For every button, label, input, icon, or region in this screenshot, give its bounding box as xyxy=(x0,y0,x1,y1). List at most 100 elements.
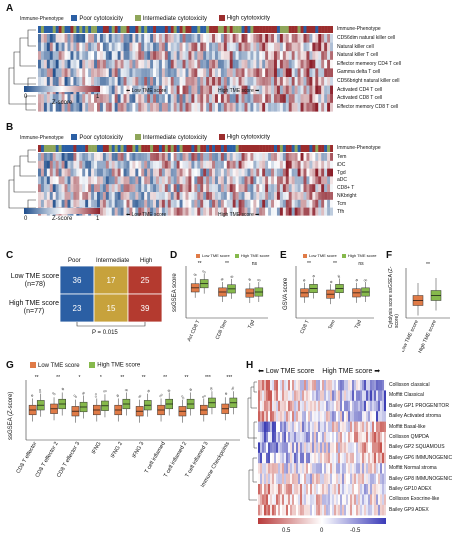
heatmap-cell xyxy=(352,380,355,391)
heatmap-cell xyxy=(327,42,331,52)
phenotype-cell xyxy=(176,26,180,33)
significance-label: ** xyxy=(198,261,202,267)
heatmap-cell xyxy=(327,184,331,193)
heatmap-cell xyxy=(226,51,230,60)
heatmap-cell xyxy=(346,380,349,391)
heatmap-cell xyxy=(282,160,286,169)
heatmap-cell xyxy=(156,34,160,43)
heatmap-cell xyxy=(294,85,298,95)
heatmap-cell xyxy=(382,463,385,474)
heatmap-cell xyxy=(256,160,260,169)
heatmap-cell xyxy=(368,442,371,453)
heatmap-cell xyxy=(288,34,292,43)
heatmap-cell xyxy=(229,51,233,60)
phenotype-cell xyxy=(126,145,130,152)
heatmap-cell xyxy=(194,207,198,216)
heatmap-cell xyxy=(161,192,166,200)
heatmap-cell xyxy=(209,176,213,185)
heatmap-cell xyxy=(260,442,263,453)
panel-b-label: B xyxy=(6,122,14,133)
heatmap-cell xyxy=(150,59,154,69)
heatmap-cell xyxy=(350,411,353,422)
heatmap-cell xyxy=(308,400,311,412)
heatmap-cell xyxy=(244,34,248,43)
heatmap-cell xyxy=(102,34,107,43)
heatmap-cell xyxy=(350,421,353,433)
phenotype-cell xyxy=(282,26,286,33)
heatmap-cell xyxy=(141,68,145,78)
outlier xyxy=(210,388,213,391)
phenotype-cell xyxy=(217,26,222,33)
heatmap-cell xyxy=(300,176,304,185)
phenotype-cell xyxy=(52,145,56,152)
heatmap-cell xyxy=(94,68,98,78)
heatmap-cell xyxy=(132,85,136,95)
heatmap-cell xyxy=(147,176,151,185)
heatmap-cell xyxy=(185,68,189,78)
outlier xyxy=(160,393,163,396)
heatmap-cell xyxy=(46,59,50,69)
heatmap-cell xyxy=(38,51,42,60)
heatmap-cell xyxy=(185,34,189,43)
heatmap-cell xyxy=(250,94,254,103)
heatmap-cell xyxy=(315,34,319,43)
heatmap-cell xyxy=(197,77,201,86)
heatmap-cell xyxy=(340,484,343,495)
heatmap-cell xyxy=(290,442,293,453)
heatmap-cell xyxy=(244,85,248,95)
heatmap-cell xyxy=(197,34,201,43)
heatmap-cell xyxy=(278,473,281,485)
heatmap-cell xyxy=(318,494,321,505)
heatmap-cell xyxy=(258,473,261,485)
heatmap-cell xyxy=(209,34,213,43)
heatmap-cell xyxy=(117,102,121,112)
heatmap-cell xyxy=(342,442,345,453)
heatmap-cell xyxy=(366,400,369,412)
heatmap-cell xyxy=(284,463,287,474)
heatmap-cell xyxy=(46,153,50,161)
heatmap-cell xyxy=(270,421,273,433)
heatmap-cell xyxy=(290,380,293,391)
outlier xyxy=(203,395,206,397)
heatmap-cell xyxy=(161,184,166,193)
heatmap-cell xyxy=(38,168,42,177)
heatmap-cell xyxy=(276,102,281,112)
heatmap-cell xyxy=(272,400,275,412)
heatmap-cell xyxy=(150,168,154,177)
heatmap-cell xyxy=(304,421,307,433)
heatmap-cell xyxy=(270,504,273,516)
heatmap-cell xyxy=(258,421,261,433)
heatmap-cell xyxy=(348,390,351,401)
heatmap-cell xyxy=(285,51,289,60)
heatmap-cell xyxy=(153,51,157,60)
heatmap-cell xyxy=(314,504,317,516)
heatmap-cell xyxy=(271,153,275,161)
outlier xyxy=(31,394,34,397)
heatmap-cell xyxy=(200,192,204,200)
heatmap-cell xyxy=(138,34,142,43)
heatmap-cell xyxy=(274,77,278,86)
heatmap-cell xyxy=(268,153,272,161)
panel-h-row-label: Collisson classical xyxy=(389,382,430,388)
heatmap-cell xyxy=(297,85,301,95)
heatmap-cell xyxy=(170,199,174,208)
heatmap-cell xyxy=(111,77,115,86)
heatmap-cell xyxy=(324,494,327,505)
heatmap-cell xyxy=(306,390,309,401)
heatmap-cell xyxy=(244,199,248,208)
heatmap-cell xyxy=(223,199,227,208)
phenotype-cell xyxy=(43,145,48,152)
heatmap-cell xyxy=(326,421,329,433)
heatmap-cell xyxy=(82,59,86,69)
heatmap-cell xyxy=(312,51,316,60)
heatmap-cell xyxy=(212,85,216,95)
panel-b-row-label: Tcm xyxy=(337,200,347,207)
heatmap-cell xyxy=(310,380,313,391)
heatmap-cell xyxy=(321,176,325,185)
heatmap-cell xyxy=(176,168,180,177)
heatmap-cell xyxy=(164,192,168,200)
heatmap-cell xyxy=(282,452,285,464)
heatmap-cell xyxy=(330,34,333,43)
heatmap-cell xyxy=(38,176,42,185)
heatmap-cell xyxy=(167,184,171,193)
